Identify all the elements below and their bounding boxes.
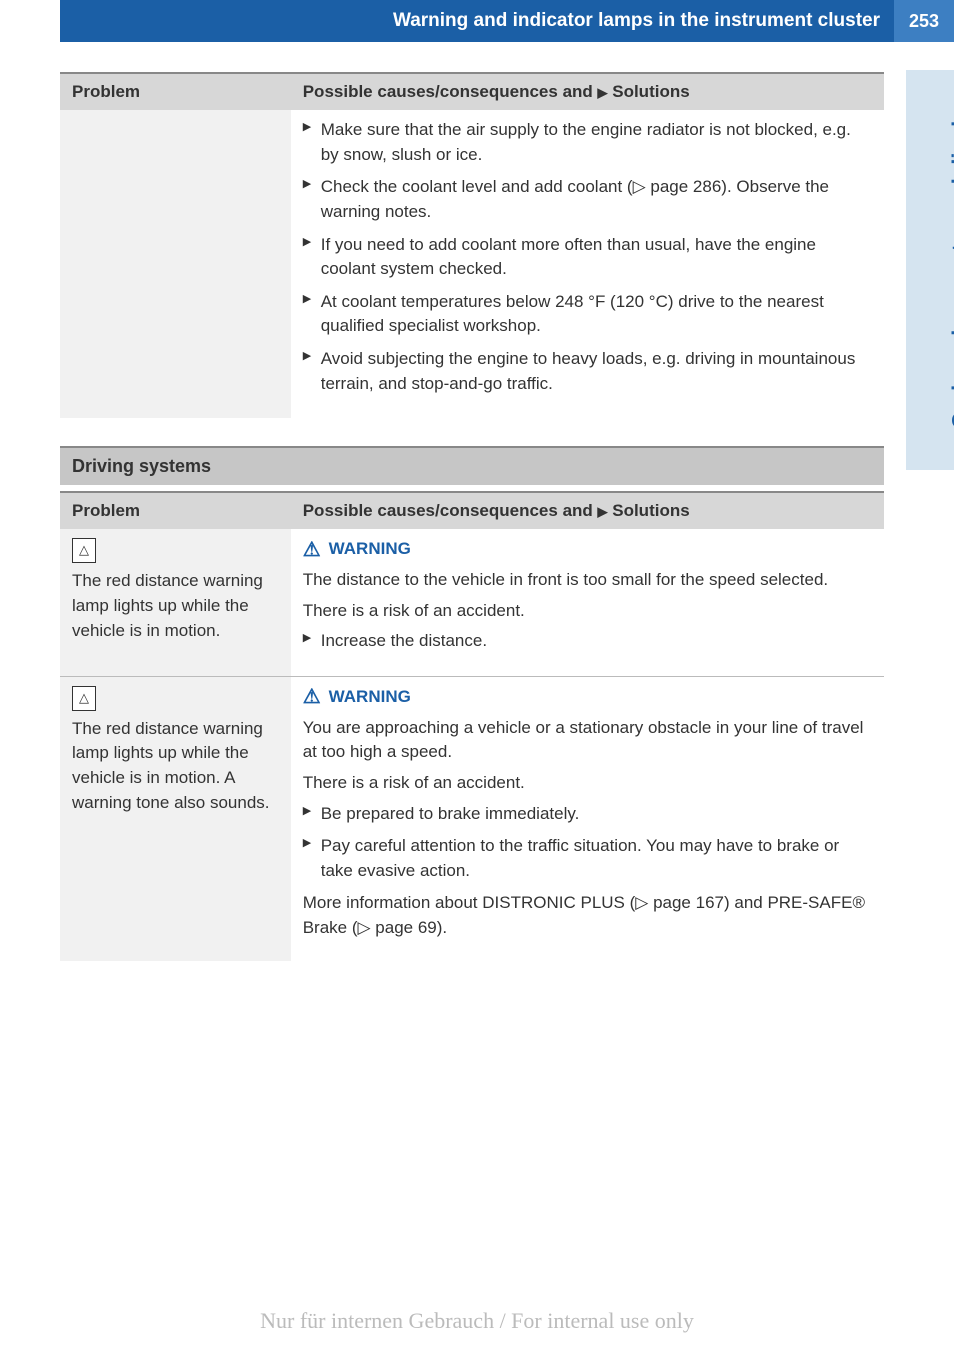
table2-header-solution-suffix: Solutions (608, 501, 690, 520)
driving-systems-table: Problem Possible causes/consequences and… (60, 491, 884, 960)
warning-text: WARNING (329, 685, 411, 710)
warning-triangle-icon: ⚠ (303, 540, 321, 560)
table1-header-solution: Possible causes/consequences and ▶ Solut… (291, 73, 884, 110)
table2-row2-problem: △ The red distance warning lamp lights u… (60, 676, 291, 960)
table-row: △ The red distance warning lamp lights u… (60, 676, 884, 960)
warning-body: The distance to the vehicle in front is … (303, 568, 872, 593)
bullet-item: Avoid subjecting the engine to heavy loa… (303, 347, 872, 396)
table2-header-solution-prefix: Possible causes/consequences and (303, 501, 598, 520)
bullet-item: At coolant temperatures below 248 °F (12… (303, 290, 872, 339)
table1-header-solution-prefix: Possible causes/consequences and (303, 82, 598, 101)
table2-row2-problem-text: The red distance warning lamp lights up … (72, 719, 270, 812)
section-driving-systems: Driving systems (60, 446, 884, 485)
warning-body: You are approaching a vehicle or a stati… (303, 716, 872, 765)
bullet-item: Check the coolant level and add coolant … (303, 175, 872, 224)
table-row: Make sure that the air supply to the eng… (60, 110, 884, 418)
page-number: 253 (894, 0, 954, 42)
table1-header-problem: Problem (60, 73, 291, 110)
distance-warning-icon: △ (72, 686, 96, 711)
table-row: △ The red distance warning lamp lights u… (60, 529, 884, 676)
table2-row2-solution: ⚠ WARNING You are approaching a vehicle … (291, 676, 884, 960)
table2-header-solution: Possible causes/consequences and ▶ Solut… (291, 492, 884, 529)
table2-row1-problem: △ The red distance warning lamp lights u… (60, 529, 291, 676)
warning-triangle-icon: ⚠ (303, 687, 321, 707)
warning-body: There is a risk of an accident. (303, 771, 872, 796)
warning-footer: More information about DISTRONIC PLUS (▷… (303, 891, 872, 940)
arrow-icon: ▶ (598, 504, 608, 520)
watermark-text: Nur für internen Gebrauch / For internal… (0, 1308, 954, 1334)
warning-label: ⚠ WARNING (303, 685, 872, 710)
bullet-item: Make sure that the air supply to the eng… (303, 118, 872, 167)
distance-warning-icon: △ (72, 538, 96, 563)
bullet-item: Be prepared to brake immediately. (303, 802, 872, 827)
bullet-item: Increase the distance. (303, 629, 872, 654)
table2-row1-solution: ⚠ WARNING The distance to the vehicle in… (291, 529, 884, 676)
side-tab-label: On-board computer and displays (948, 84, 954, 429)
warning-label: ⚠ WARNING (303, 537, 872, 562)
table2-header-problem: Problem (60, 492, 291, 529)
table1-row1-solution: Make sure that the air supply to the eng… (291, 110, 884, 418)
table1-row1-problem (60, 110, 291, 418)
page-header-title: Warning and indicator lamps in the instr… (60, 0, 894, 42)
arrow-icon: ▶ (598, 85, 608, 101)
table2-row1-problem-text: The red distance warning lamp lights up … (72, 571, 263, 639)
warning-body: There is a risk of an accident. (303, 599, 872, 624)
warning-text: WARNING (329, 537, 411, 562)
bullet-item: If you need to add coolant more often th… (303, 233, 872, 282)
bullet-item: Pay careful attention to the traffic sit… (303, 834, 872, 883)
coolant-table: Problem Possible causes/consequences and… (60, 72, 884, 418)
table1-header-solution-suffix: Solutions (608, 82, 690, 101)
